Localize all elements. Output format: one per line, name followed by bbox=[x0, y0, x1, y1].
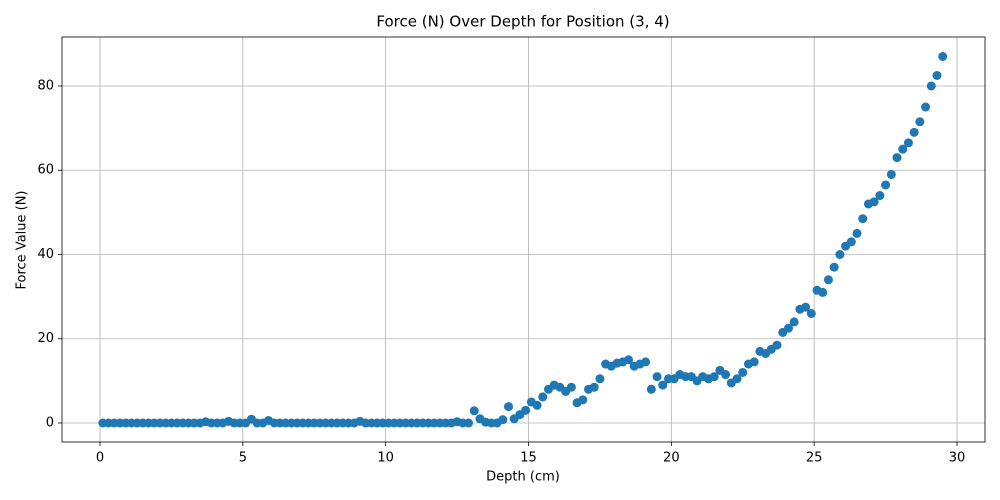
point bbox=[641, 357, 651, 367]
point bbox=[915, 117, 925, 127]
x-axis-label: Depth (cm) bbox=[486, 470, 560, 485]
point bbox=[772, 340, 782, 350]
point bbox=[652, 372, 662, 382]
point bbox=[646, 384, 656, 394]
x-tick-label: 5 bbox=[239, 451, 247, 466]
y-tick-label: 60 bbox=[37, 163, 54, 178]
point bbox=[595, 374, 605, 384]
x-tick-label: 30 bbox=[949, 451, 966, 466]
point bbox=[464, 418, 474, 428]
point bbox=[886, 169, 896, 179]
point bbox=[903, 138, 913, 148]
point bbox=[881, 180, 891, 190]
point bbox=[469, 406, 479, 416]
y-tick-label: 20 bbox=[37, 331, 54, 346]
y-axis-label: Force Value (N) bbox=[15, 190, 30, 289]
point bbox=[846, 237, 856, 247]
chart-title: Force (N) Over Depth for Position (3, 4) bbox=[376, 13, 669, 31]
point bbox=[852, 228, 862, 238]
point bbox=[869, 197, 879, 207]
point bbox=[623, 355, 633, 365]
point bbox=[806, 308, 816, 318]
point bbox=[818, 287, 828, 297]
point bbox=[749, 357, 759, 367]
x-tick-label: 15 bbox=[520, 451, 537, 466]
plot-frame bbox=[61, 36, 986, 443]
point bbox=[783, 323, 793, 333]
point bbox=[578, 395, 588, 405]
point bbox=[801, 302, 811, 312]
point bbox=[532, 400, 542, 410]
point bbox=[709, 372, 719, 382]
point bbox=[909, 127, 919, 137]
point bbox=[835, 249, 845, 259]
y-tick-label: 0 bbox=[46, 416, 54, 431]
point bbox=[938, 52, 948, 62]
point bbox=[875, 191, 885, 201]
points bbox=[98, 52, 948, 428]
point bbox=[538, 392, 548, 402]
point bbox=[858, 214, 868, 224]
point bbox=[823, 275, 833, 285]
y-tick-label: 80 bbox=[37, 78, 54, 93]
x-tick-label: 25 bbox=[806, 451, 823, 466]
y-tick-label: 40 bbox=[37, 247, 54, 262]
point bbox=[898, 144, 908, 154]
point bbox=[932, 70, 942, 80]
point bbox=[566, 382, 576, 392]
point bbox=[504, 402, 514, 412]
point bbox=[926, 81, 936, 91]
x-tick-label: 10 bbox=[377, 451, 394, 466]
point bbox=[521, 405, 531, 415]
point bbox=[498, 415, 508, 425]
point bbox=[721, 370, 731, 380]
x-tick-label: 0 bbox=[96, 451, 104, 466]
point bbox=[921, 102, 931, 112]
point bbox=[732, 374, 742, 384]
point bbox=[658, 380, 668, 390]
point bbox=[829, 262, 839, 272]
point bbox=[589, 382, 599, 392]
x-tick-label: 20 bbox=[663, 451, 680, 466]
point bbox=[738, 367, 748, 377]
point bbox=[892, 153, 902, 163]
point bbox=[789, 317, 799, 327]
